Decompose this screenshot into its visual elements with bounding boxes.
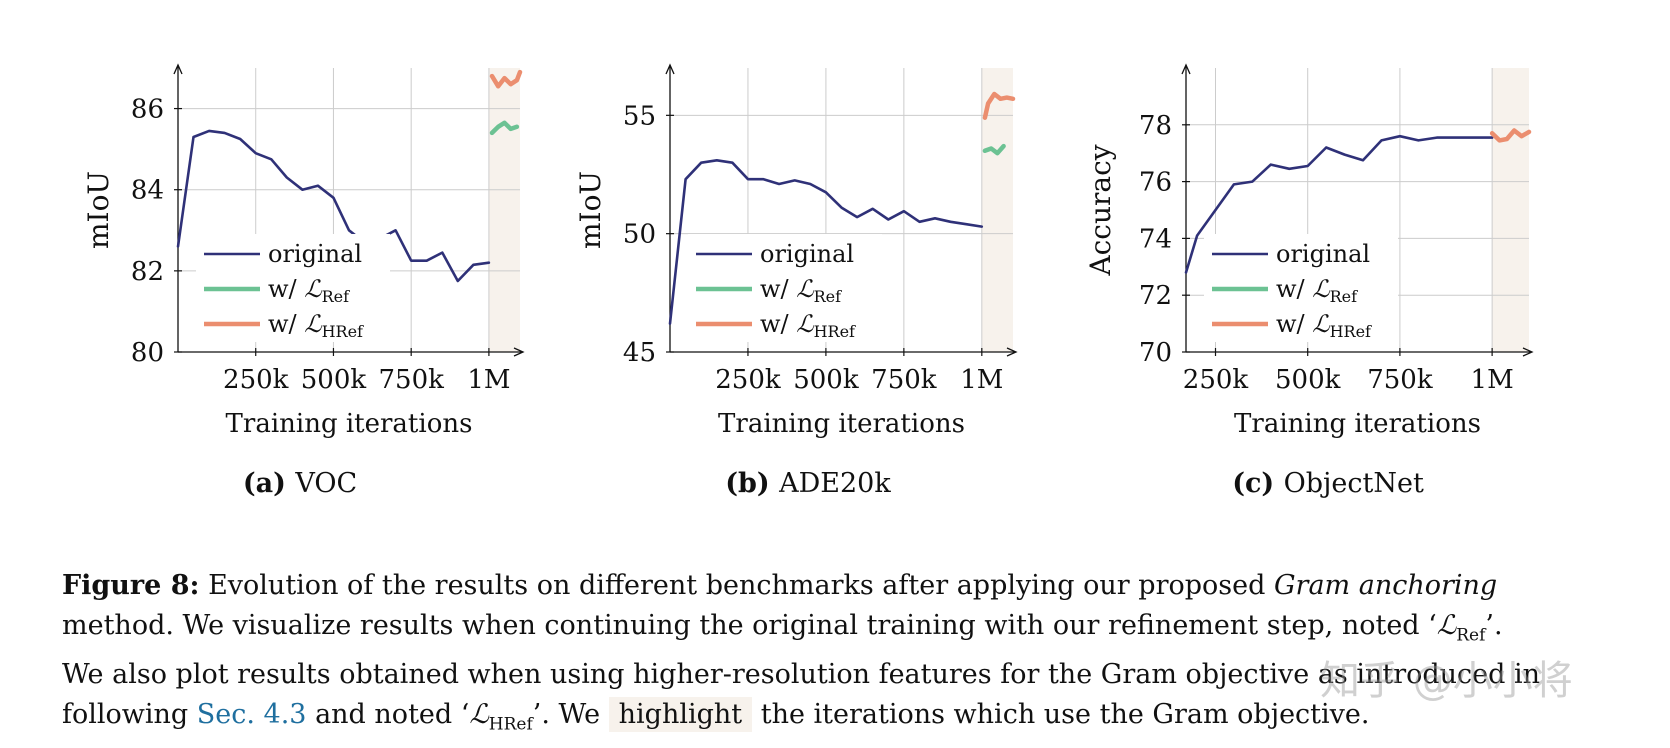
subcaption: (a) VOC — [243, 468, 357, 499]
section-link[interactable]: Sec. 4.3 — [196, 699, 307, 731]
legend-label: w/ ℒHRef — [268, 310, 364, 341]
series-line-original — [1184, 134, 1494, 274]
series-line-w--l-href — [489, 69, 523, 89]
y-axis-label: Accuracy — [1084, 144, 1117, 276]
series-line-w--l-ref — [489, 120, 520, 136]
chart-panel-2: 250k 500k 750k 1M 45 50 55 Training iterations m… — [574, 63, 1018, 499]
x-tick-label: 750k — [871, 365, 937, 395]
legend-label: original — [268, 240, 362, 268]
x-axis-arrow — [513, 347, 525, 357]
y-tick-label: 76 — [1139, 168, 1172, 198]
caption-line-2: method. We visualize results when contin… — [62, 610, 1503, 646]
x-axis-label: Training iterations — [718, 409, 965, 439]
x-tick-label: 250k — [715, 365, 781, 395]
series-line-original — [668, 159, 984, 325]
watermark: 知乎 @小小将 — [1320, 658, 1573, 704]
x-tick-label: 750k — [1367, 365, 1433, 395]
gram-highlight-region — [488, 68, 520, 352]
figure-caption: Figure 8: Evolution of the results on di… — [62, 566, 1662, 745]
subcaption: (b) ADE20k — [725, 468, 891, 499]
x-axis-label: Training iterations — [226, 409, 473, 439]
x-tick-label: 1M — [1471, 365, 1514, 395]
y-tick-label: 70 — [1139, 338, 1172, 368]
series-line-original — [176, 129, 491, 283]
y-axis-arrow — [665, 63, 675, 75]
series-line-w--l-href — [1489, 128, 1532, 143]
l-href-symbol: ℒHRef — [469, 699, 533, 735]
series-line-w--l-href — [982, 91, 1016, 120]
caption-line-1: Figure 8: Evolution of the results on di… — [62, 570, 1498, 601]
l-ref-symbol: ℒRef — [1436, 610, 1486, 646]
y-tick-label: 72 — [1139, 281, 1172, 311]
x-tick-label: 750k — [378, 365, 444, 395]
y-axis-label: mIoU — [574, 171, 607, 249]
chart-panel-3: 250k 500k 750k 1M 70 72 74 76 78 Training iterati… — [1084, 63, 1534, 499]
figure-8-charts: 250k 500k 750k 1M 80 82 84 86 Training iteration… — [82, 63, 1534, 499]
chart-panel-1: 250k 500k 750k 1M 80 82 84 86 Training iteration… — [82, 63, 525, 499]
legend-label: original — [1276, 240, 1370, 268]
y-axis-label: mIoU — [82, 171, 115, 249]
caption-line-3: We also plot results obtained when using… — [62, 659, 1541, 691]
y-tick-label: 86 — [131, 95, 164, 125]
legend-label: w/ ℒRef — [1276, 275, 1358, 306]
series-line-w--l-ref — [982, 143, 1006, 156]
x-axis-arrow — [1522, 347, 1534, 357]
y-tick-label: 78 — [1139, 111, 1172, 141]
y-axis-arrow — [1181, 63, 1191, 75]
legend-label: w/ ℒHRef — [1276, 310, 1372, 341]
legend-label: original — [760, 240, 854, 268]
legend-label: w/ ℒRef — [268, 275, 350, 306]
y-tick-label: 80 — [131, 338, 164, 368]
legend-label: w/ ℒHRef — [760, 310, 856, 341]
legend-label: w/ ℒRef — [760, 275, 842, 306]
gram-highlight-region — [1492, 68, 1529, 352]
y-tick-label: 55 — [623, 101, 656, 131]
highlight-swatch: highlight — [608, 697, 753, 733]
x-tick-label: 500k — [301, 365, 367, 395]
subcaption: (c) ObjectNet — [1232, 468, 1424, 499]
x-axis-arrow — [1006, 347, 1018, 357]
x-tick-label: 1M — [960, 365, 1003, 395]
x-tick-label: 1M — [467, 365, 510, 395]
x-tick-label: 500k — [1275, 365, 1341, 395]
y-tick-label: 74 — [1139, 224, 1172, 254]
y-tick-label: 84 — [131, 176, 164, 206]
x-axis-label: Training iterations — [1234, 409, 1481, 439]
x-tick-label: 500k — [793, 365, 859, 395]
y-tick-label: 45 — [623, 338, 656, 368]
y-axis-arrow — [173, 63, 183, 75]
figure-label: Figure 8: — [62, 570, 200, 601]
x-tick-label: 250k — [223, 365, 289, 395]
y-tick-label: 50 — [623, 220, 656, 250]
y-tick-label: 82 — [131, 257, 164, 287]
caption-line-4: following Sec. 4.3 and noted ‘ℒHRef’. We… — [62, 697, 1370, 735]
x-tick-label: 250k — [1183, 365, 1249, 395]
